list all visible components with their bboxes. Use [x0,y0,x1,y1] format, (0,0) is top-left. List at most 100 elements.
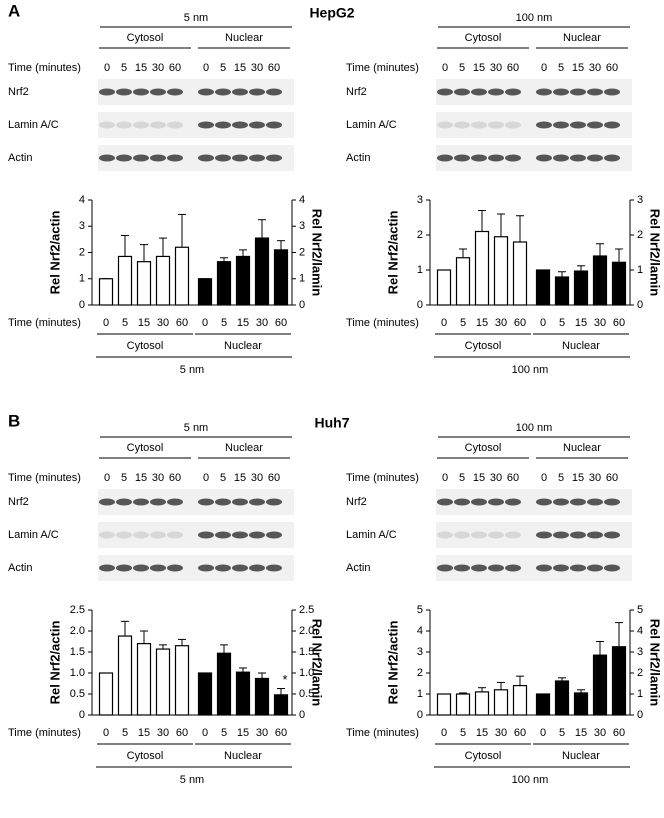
time-label: Time (minutes) [346,62,419,74]
y-tick-label: 2 [417,667,423,679]
blot-band [536,531,552,539]
y-tick-label: 3 [417,194,423,206]
time-label: Time (minutes) [8,727,81,739]
blot-band [471,88,487,96]
blot-band [553,88,569,96]
blot-band [232,121,248,129]
bar [197,672,213,716]
y2-tick-label: 3 [637,194,643,206]
group-label: Nuclear [562,340,600,352]
bar [455,257,471,306]
time-tick: 5 [121,472,127,484]
blot-band [215,121,231,129]
blot-band [471,121,487,129]
blot-band [249,531,265,539]
group-label: Cytosol [465,32,502,44]
blot-band [488,88,504,96]
y2-tick-label: 0 [299,709,305,721]
blot-band [437,564,453,572]
time-tick: 30 [152,472,164,484]
y2-axis-label: Rel Nrf2/lamin [648,619,663,706]
bar [512,241,528,306]
x-tick-label: 60 [176,317,188,329]
x-tick-label: 60 [275,317,287,329]
blot-band [604,498,620,506]
blot-band [249,88,265,96]
x-tick-label: 5 [559,727,565,739]
time-tick: 0 [203,62,209,74]
blot-band [587,121,603,129]
blot-band [570,498,586,506]
bar [254,677,270,716]
blot-band [249,564,265,572]
time-label: Time (minutes) [346,317,419,329]
x-tick-label: 0 [441,317,447,329]
blot-band [471,154,487,162]
group-label: Nuclear [563,32,601,44]
dose-label: 100 nm [512,774,549,786]
x-tick-label: 15 [138,317,150,329]
y-tick-label: 0 [417,709,423,721]
blot-band [266,88,282,96]
group-label: Nuclear [563,442,601,454]
y-tick-label: 0.5 [70,688,85,700]
blot-band [505,121,521,129]
y2-tick-label: 2.5 [299,604,314,616]
blot-band [505,88,521,96]
blot-label: Actin [346,562,370,574]
blot-band [454,154,470,162]
blot-band [587,88,603,96]
x-tick-label: 0 [540,727,546,739]
y2-tick-label: 1.5 [299,646,314,658]
blot-band [587,154,603,162]
blot-band [116,121,132,129]
bar [592,654,608,716]
time-tick: 30 [152,62,164,74]
x-tick-label: 30 [495,727,507,739]
time-tick: 60 [507,62,519,74]
x-tick-label: 15 [476,317,488,329]
blot-band [215,531,231,539]
blot-band [454,498,470,506]
time-tick: 0 [442,62,448,74]
blot-band [536,121,552,129]
blot-band [215,154,231,162]
time-tick: 5 [459,62,465,74]
blot-band [587,531,603,539]
bar [554,680,570,716]
bar [611,646,627,716]
y-tick-label: 3 [79,220,85,232]
y-axis-label: Rel Nrf2/actin [385,211,400,295]
blot-band [150,154,166,162]
y2-tick-label: 1 [637,688,643,700]
bar [474,691,490,716]
blot-band [505,531,521,539]
y2-axis-label: Rel Nrf2/lamin [648,209,663,296]
blot-band [266,121,282,129]
blot-band [133,564,149,572]
y-tick-label: 1.5 [70,646,85,658]
x-tick-label: 30 [256,317,268,329]
bar [136,261,152,306]
blot-band [488,121,504,129]
blot-band [249,121,265,129]
blot-band [570,121,586,129]
time-tick: 5 [121,62,127,74]
bar [98,672,114,716]
blot-band [99,121,115,129]
y2-tick-label: 1 [299,273,305,285]
y-tick-label: 2.5 [70,604,85,616]
blot-band [454,121,470,129]
x-tick-label: 60 [514,727,526,739]
bar [455,693,471,716]
blot-label: Lamin A/C [8,529,59,541]
y2-tick-label: 3 [637,646,643,658]
dose-label: 5 nm [180,774,204,786]
blot-band [133,88,149,96]
blot-band [198,531,214,539]
bar [216,261,232,306]
group-label: Cytosol [465,340,502,352]
group-label: Nuclear [225,32,263,44]
group-label: Cytosol [127,32,164,44]
blot-band [232,154,248,162]
